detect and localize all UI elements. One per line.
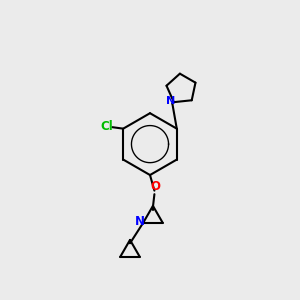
Text: N: N xyxy=(135,215,145,228)
Text: Cl: Cl xyxy=(101,120,113,133)
Text: O: O xyxy=(150,180,160,193)
Text: N: N xyxy=(166,96,175,106)
